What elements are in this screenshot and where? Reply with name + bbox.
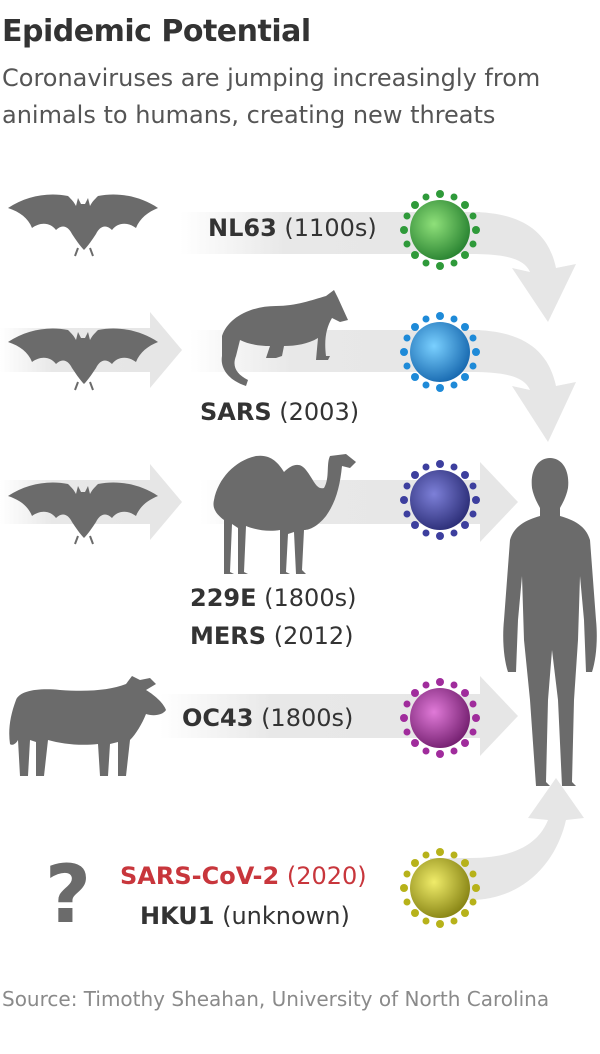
human-icon — [503, 458, 597, 786]
virus-icon — [400, 848, 480, 928]
virus-label-229e: 229E (1800s) — [190, 584, 357, 612]
cow-icon — [9, 676, 166, 776]
virus-icon — [400, 678, 480, 758]
virus-icon — [400, 312, 480, 392]
virus-label-hku1: HKU1 (unknown) — [140, 902, 350, 930]
bat-icon — [7, 193, 159, 257]
unknown-origin-mark: ? — [45, 848, 91, 941]
virus-label-nl63: NL63 (1100s) — [208, 214, 377, 242]
page-title: Epidemic Potential — [2, 14, 311, 49]
virus-label-sars: SARS (2003) — [200, 398, 360, 426]
virus-icon — [400, 190, 480, 270]
source-note: Source: Timothy Sheahan, University of N… — [2, 987, 550, 1011]
arrow-row5 — [430, 778, 584, 900]
camel-icon — [213, 454, 356, 574]
page-subtitle: Coronaviruses are jumping increasingly f… — [2, 64, 541, 129]
virus-icon — [400, 460, 480, 540]
virus-label-sars-cov-2: SARS-CoV-2 (2020) — [120, 862, 367, 890]
virus-label-mers: MERS (2012) — [190, 622, 354, 650]
civet-icon — [221, 290, 348, 386]
virus-label-oc43: OC43 (1800s) — [182, 704, 354, 732]
